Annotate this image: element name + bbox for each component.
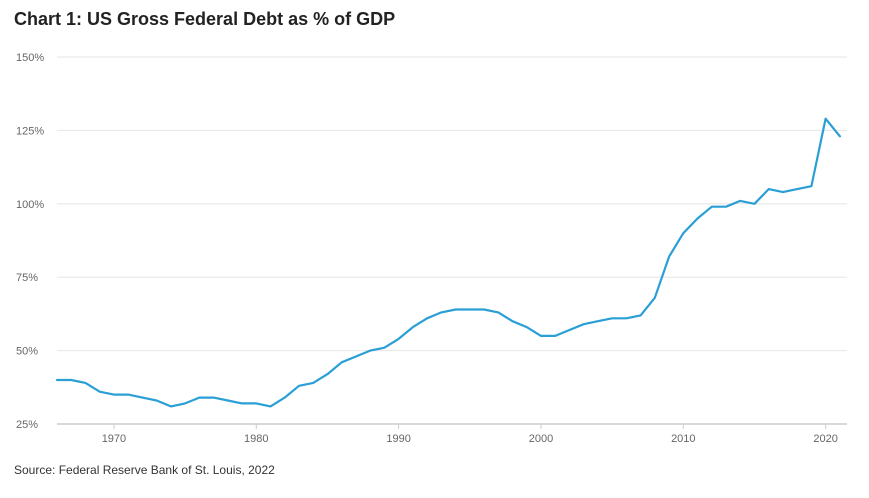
y-tick-label-50: 50%: [16, 346, 38, 358]
x-tick-label-1970: 1970: [102, 433, 126, 445]
x-tick-label-1990: 1990: [386, 433, 410, 445]
source-note: Source: Federal Reserve Bank of St. Loui…: [14, 463, 275, 477]
y-tick-label-150: 150%: [16, 52, 44, 64]
y-axis-tick-labels: 25% 50% 75% 100% 125% 150%: [16, 52, 44, 431]
x-tick-label-1980: 1980: [244, 433, 268, 445]
series-group: [55, 117, 842, 408]
x-tick-label-2020: 2020: [813, 433, 837, 445]
y-tick-label-100: 100%: [16, 199, 44, 211]
x-axis-tick-labels: 1970 1980 1990 2000 2010 2020: [102, 424, 838, 445]
x-tick-label-2000: 2000: [529, 433, 553, 445]
y-tick-label-125: 125%: [16, 125, 44, 137]
x-tick-label-2010: 2010: [671, 433, 695, 445]
y-tick-label-25: 25%: [16, 419, 38, 431]
gridlines: [57, 56, 847, 352]
chart-title: Chart 1: US Gross Federal Debt as % of G…: [14, 9, 396, 29]
series-line-0: [55, 117, 842, 408]
y-tick-label-75: 75%: [16, 272, 38, 284]
